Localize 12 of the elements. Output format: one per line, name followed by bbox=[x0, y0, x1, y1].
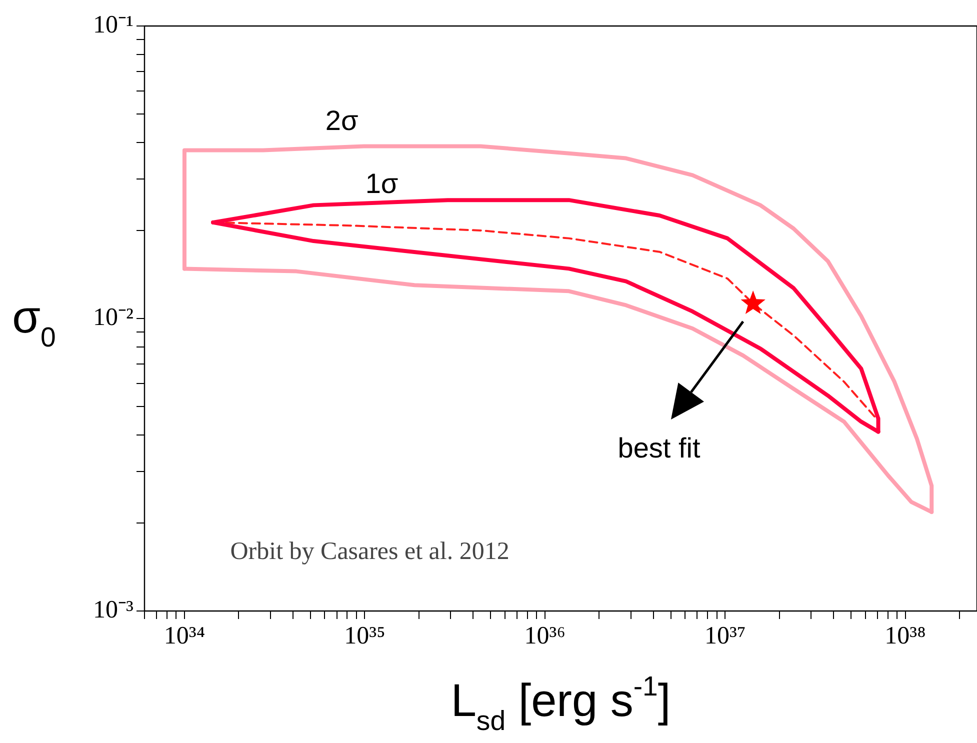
x-tick-label: 10³⁴ bbox=[164, 622, 206, 650]
x-tick-label: 10³⁷ bbox=[704, 622, 746, 650]
x-tick-label: 10³⁸ bbox=[884, 622, 926, 650]
x-tick-label: 10³⁶ bbox=[524, 622, 566, 650]
y-tick-label: 10⁻² bbox=[92, 304, 134, 332]
y-tick-label: 10⁻³ bbox=[92, 596, 134, 624]
annotation: 1σ bbox=[365, 168, 398, 199]
annotation: best fit bbox=[618, 432, 700, 464]
annotation: Orbit by Casares et al. 2012 bbox=[230, 538, 510, 566]
x-tick-label: 10³⁵ bbox=[344, 622, 386, 650]
annotation: 2σ bbox=[325, 105, 358, 136]
y-tick-label: 10⁻¹ bbox=[92, 12, 134, 39]
